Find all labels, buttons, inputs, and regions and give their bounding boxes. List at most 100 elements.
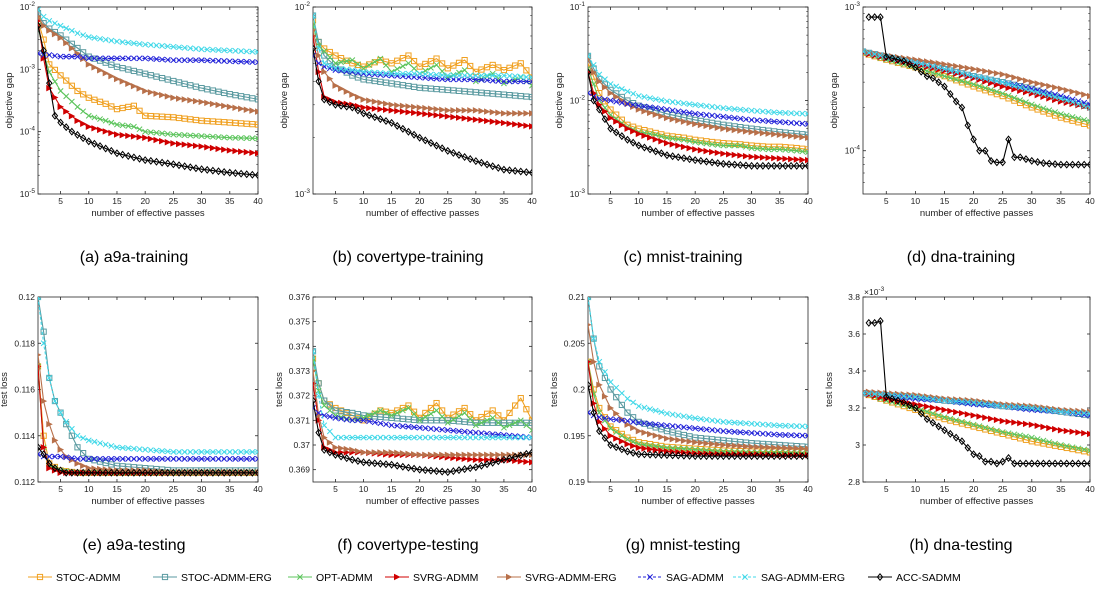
series-marker-sag-admm — [894, 393, 901, 400]
y-tick-label: 3.6 — [848, 329, 860, 339]
series-marker-svrg-admm-erg — [982, 67, 989, 75]
series-marker-svrg-admm-erg — [439, 106, 446, 114]
series-marker-svrg-admm-erg — [366, 449, 373, 456]
series-marker-opt-admm — [51, 78, 58, 85]
series-marker-svrg-admm-erg — [130, 82, 138, 90]
series-marker-opt-admm — [226, 134, 233, 141]
series-marker-svrg-admm-erg — [1069, 88, 1077, 95]
series-marker-svrg-admm — [57, 103, 65, 111]
series-marker-sag-admm-erg — [588, 52, 591, 59]
series-marker-acc-sadmm — [865, 13, 873, 22]
series-marker-svrg-admm — [383, 106, 390, 114]
series-marker-acc-sadmm — [422, 136, 429, 145]
y-tick-label: 10-1 — [570, 1, 586, 12]
series-marker-sag-admm — [130, 455, 137, 462]
series-marker-acc-sadmm — [894, 55, 902, 64]
series-marker-sag-admm — [433, 426, 440, 433]
series-marker-svrg-admm — [489, 118, 497, 125]
series-marker-svrg-admm-erg — [315, 52, 323, 59]
series-marker-stoc-admm — [935, 71, 942, 78]
series-marker-sag-admm — [664, 422, 670, 429]
series-marker-svrg-admm-erg — [703, 440, 710, 447]
series-marker-sag-admm-erg — [243, 48, 250, 55]
series-marker-stoc-admm — [958, 79, 966, 86]
series-marker-svrg-admm — [680, 143, 688, 151]
series-marker-svrg-admm-erg — [399, 450, 407, 457]
series-marker-acc-sadmm — [517, 451, 525, 460]
series-marker-acc-sadmm — [675, 153, 682, 162]
x-tick-label: 10 — [634, 196, 644, 206]
series-marker-svrg-admm-erg — [1087, 92, 1090, 100]
series-marker-svrg-admm — [805, 156, 808, 164]
series-marker-svrg-admm — [947, 407, 954, 415]
series-marker-acc-sadmm — [226, 468, 234, 477]
series-marker-sag-admm — [238, 58, 245, 65]
series-marker-sag-admm-erg — [664, 410, 670, 417]
series-marker-sag-admm — [192, 455, 199, 462]
series-marker-sag-admm — [91, 55, 98, 62]
series-marker-opt-admm — [427, 64, 434, 71]
series-marker-sag-admm-erg — [720, 418, 727, 425]
series-marker-sag-admm-erg — [411, 434, 418, 441]
series-marker-sag-admm — [776, 118, 783, 125]
series-marker-sag-admm — [771, 118, 778, 125]
series-marker-sag-admm — [630, 101, 637, 108]
series-marker-opt-admm — [1075, 445, 1082, 452]
series-marker-svrg-admm — [647, 446, 654, 453]
series-marker-acc-sadmm — [46, 459, 53, 468]
series-marker-acc-sadmm — [46, 79, 53, 88]
series-marker-sag-admm-erg — [523, 434, 530, 441]
series-marker-svrg-admm-erg — [686, 438, 694, 445]
x-tick-label: 30 — [197, 196, 207, 206]
caption-b: (b) covertype-training — [332, 249, 483, 266]
series-marker-svrg-admm — [119, 131, 127, 139]
series-marker-sag-admm-erg — [1081, 410, 1088, 417]
series-marker-sag-admm — [669, 107, 676, 114]
series-marker-sag-admm — [759, 430, 766, 437]
series-marker-opt-admm — [349, 57, 356, 64]
series-marker-svrg-admm — [461, 115, 469, 122]
series-marker-opt-admm — [108, 119, 115, 126]
series-marker-sag-admm-erg — [40, 340, 47, 347]
series-marker-opt-admm — [1081, 116, 1088, 123]
series-marker-acc-sadmm — [382, 460, 390, 469]
series-marker-sag-admm-erg — [731, 106, 738, 113]
series-marker-svrg-admm — [411, 109, 418, 116]
series-marker-svrg-admm — [221, 146, 228, 153]
series-marker-opt-admm — [371, 409, 378, 416]
series-marker-acc-sadmm — [1028, 156, 1036, 165]
series-marker-svrg-admm — [630, 127, 637, 135]
series-marker-sag-admm-erg — [226, 448, 233, 455]
series-marker-acc-sadmm — [220, 167, 228, 176]
y-tick-label: 3.4 — [848, 366, 860, 376]
series-marker-stoc-admm — [523, 406, 530, 413]
series-marker-acc-sadmm — [646, 145, 654, 154]
series-marker-sag-admm — [315, 60, 322, 67]
series-marker-svrg-admm-erg — [993, 70, 1001, 77]
series-marker-opt-admm — [993, 88, 1000, 95]
series-marker-svrg-admm-erg — [46, 420, 53, 428]
series-marker-sag-admm-erg — [506, 72, 513, 79]
series-marker-acc-sadmm — [720, 452, 727, 461]
series-marker-acc-sadmm — [1086, 160, 1090, 169]
series-marker-sag-admm — [641, 420, 648, 427]
y-axis-label: objective gap — [829, 73, 840, 129]
series-marker-opt-admm — [68, 98, 75, 105]
series-marker-svrg-admm-erg — [366, 97, 373, 104]
series-marker-opt-admm — [935, 71, 942, 78]
legend-item-svrg-admm-erg: SVRG-ADMM-ERG — [497, 572, 617, 584]
series-marker-acc-sadmm — [147, 468, 155, 477]
series-marker-acc-sadmm — [74, 468, 81, 477]
series-marker-svrg-admm-erg — [601, 393, 609, 400]
series-marker-acc-sadmm — [119, 150, 126, 159]
series-marker-sag-admm — [80, 54, 87, 61]
series-marker-acc-sadmm — [935, 78, 942, 87]
series-marker-stoc-admm — [68, 82, 75, 89]
series-marker-svrg-admm — [754, 153, 761, 161]
series-marker-svrg-admm-erg — [748, 443, 756, 451]
series-marker-sag-admm-erg — [686, 101, 693, 108]
series-marker-sag-admm — [456, 428, 462, 435]
series-layer — [38, 7, 258, 180]
series-marker-sag-admm-erg — [675, 412, 682, 419]
